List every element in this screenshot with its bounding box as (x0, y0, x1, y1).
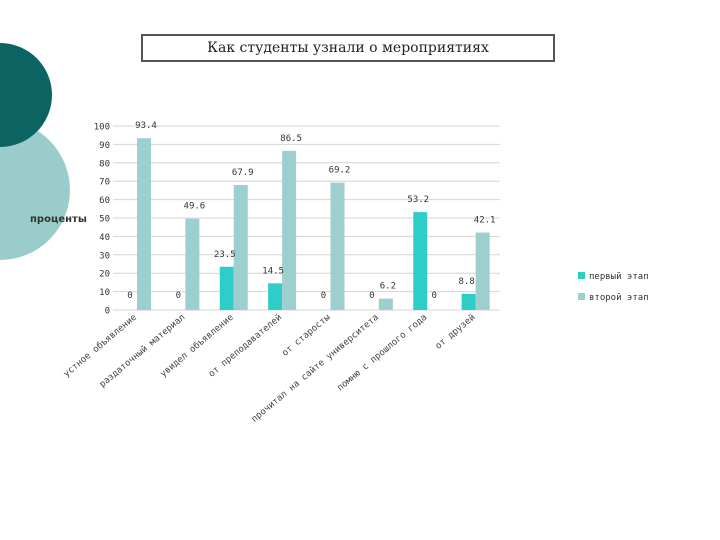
dark-circle (0, 43, 52, 147)
y-tick-label: 0 (105, 307, 110, 317)
data-label: 69.2 (329, 166, 351, 176)
y-tick-label: 50 (99, 215, 110, 225)
bar (282, 150, 297, 310)
data-label: 8.8 (458, 277, 474, 287)
y-tick-label: 100 (94, 123, 110, 133)
chart-title: Как студенты узнали о мероприятиях (207, 40, 489, 56)
y-tick-label: 80 (99, 159, 110, 169)
y-axis-ticks: 0 10 20 30 40 50 60 70 80 90 100 (94, 123, 110, 317)
x-tick-label: от старосты (280, 313, 332, 359)
gridlines (113, 125, 500, 311)
data-label: 0 (127, 291, 132, 301)
bar (413, 212, 428, 310)
legend-label: второй этап (589, 293, 649, 303)
data-label: 67.9 (232, 168, 254, 178)
bar (378, 298, 393, 310)
data-label: 49.6 (184, 202, 206, 212)
bar (330, 182, 345, 310)
data-label: 14.5 (262, 266, 284, 276)
legend-swatch (578, 272, 585, 279)
y-tick-label: 70 (99, 178, 110, 188)
data-label: 23.5 (214, 250, 236, 260)
data-label: 93.4 (135, 121, 157, 131)
data-label: 0 (176, 291, 181, 301)
bar (233, 185, 248, 310)
x-tick-label: раздаточный материал (98, 313, 187, 390)
bar (137, 138, 151, 310)
bars (137, 138, 490, 310)
chart-title-box: Как студенты узнали о мероприятиях (141, 34, 555, 62)
x-tick-label: помню с прошлого года (336, 313, 430, 394)
y-axis-label: проценты (30, 214, 87, 225)
data-label: 0 (432, 291, 437, 301)
bar (461, 293, 476, 310)
data-label: 53.2 (407, 195, 429, 205)
y-tick-label: 60 (99, 196, 110, 206)
legend: первый этап второй этап (578, 272, 649, 303)
legend-swatch (578, 293, 585, 300)
y-tick-label: 40 (99, 233, 110, 243)
data-label: 0 (369, 291, 374, 301)
data-label: 86.5 (280, 134, 302, 144)
bar (475, 232, 490, 310)
data-label: 6.2 (380, 282, 396, 292)
y-tick-label: 10 (99, 288, 110, 298)
bar (268, 283, 283, 310)
light-circle (0, 120, 70, 260)
legend-label: первый этап (589, 272, 649, 282)
bar (185, 218, 200, 310)
data-label: 0 (321, 291, 326, 301)
value-labels: 0 93.4 0 49.6 23.5 67.9 14.5 86.5 0 69.2 0 6.2 53.2 0… (127, 121, 495, 301)
y-tick-label: 90 (99, 141, 110, 151)
x-tick-label: от друзей (434, 313, 478, 352)
y-tick-label: 30 (99, 251, 110, 261)
y-tick-label: 20 (99, 270, 110, 280)
data-label: 42.1 (474, 216, 496, 226)
bar (219, 266, 234, 310)
